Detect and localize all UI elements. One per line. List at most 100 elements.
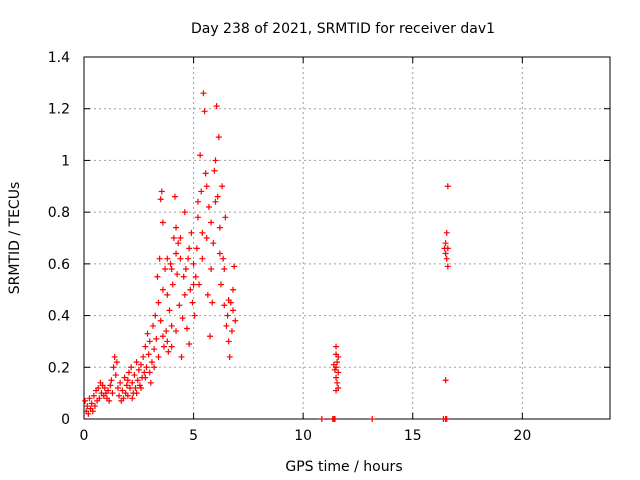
data-point xyxy=(203,183,210,190)
data-point xyxy=(142,374,149,381)
x-tick-label: 0 xyxy=(80,428,89,444)
data-point xyxy=(133,390,140,397)
data-point xyxy=(85,410,92,417)
data-point xyxy=(330,361,337,368)
data-point xyxy=(215,134,222,141)
data-point xyxy=(199,255,206,262)
y-tick-label: 1 xyxy=(61,153,70,169)
data-point xyxy=(184,325,191,332)
plot-frame xyxy=(83,56,611,420)
data-point xyxy=(157,196,164,203)
data-point xyxy=(151,364,158,371)
data-point xyxy=(208,266,215,273)
data-point xyxy=(176,302,183,309)
data-point xyxy=(89,408,96,415)
data-point xyxy=(216,250,223,257)
data-point xyxy=(212,198,219,205)
data-point xyxy=(222,214,229,221)
data-point xyxy=(159,286,166,293)
data-point xyxy=(152,312,159,319)
data-point xyxy=(203,235,210,241)
data-point xyxy=(443,416,450,422)
data-point xyxy=(162,266,169,273)
data-point xyxy=(131,372,138,379)
data-point xyxy=(168,343,175,350)
data-point xyxy=(190,260,197,267)
data-point xyxy=(194,214,201,221)
data-point xyxy=(173,224,180,231)
y-axis-label: SRMTID / TECUs xyxy=(7,182,23,295)
data-point xyxy=(200,90,207,97)
data-point xyxy=(198,188,205,195)
data-point xyxy=(228,328,235,335)
data-point xyxy=(167,260,174,267)
data-point xyxy=(182,266,189,273)
data-point xyxy=(318,416,325,422)
data-point xyxy=(214,193,221,200)
data-point xyxy=(127,384,134,391)
data-point xyxy=(202,170,209,177)
data-point xyxy=(168,322,175,329)
chart-title: Day 238 of 2021, SRMTID for receiver dav… xyxy=(191,21,495,37)
data-point xyxy=(148,359,155,366)
data-point xyxy=(168,266,175,273)
data-point xyxy=(169,281,176,288)
data-point xyxy=(230,307,237,314)
data-point xyxy=(116,392,123,399)
data-point xyxy=(164,338,171,345)
data-point xyxy=(156,255,163,262)
data-point xyxy=(177,255,184,262)
data-point xyxy=(124,377,131,384)
data-point xyxy=(216,224,223,231)
data-point xyxy=(105,387,112,394)
data-point xyxy=(220,255,227,262)
data-point xyxy=(335,369,342,376)
data-point xyxy=(86,395,93,402)
data-point xyxy=(444,263,451,270)
data-point xyxy=(181,209,188,216)
data-point xyxy=(443,229,450,236)
data-point xyxy=(441,245,448,252)
data-point xyxy=(225,338,232,345)
data-point xyxy=(334,359,341,366)
data-point xyxy=(335,384,342,391)
data-point xyxy=(444,183,451,190)
data-point xyxy=(158,188,165,195)
data-point xyxy=(197,152,204,159)
y-tick-label: 0.8 xyxy=(48,205,70,221)
data-point xyxy=(330,416,337,422)
data-point xyxy=(189,299,196,306)
data-point xyxy=(119,387,126,394)
data-point xyxy=(442,240,449,247)
data-point xyxy=(333,374,340,381)
data-point xyxy=(134,377,141,384)
data-point xyxy=(133,359,140,366)
data-point xyxy=(154,273,161,280)
data-point xyxy=(223,322,230,329)
data-point xyxy=(231,263,238,270)
data-point xyxy=(442,250,449,257)
data-point xyxy=(335,353,342,360)
data-point xyxy=(141,369,148,376)
data-point xyxy=(188,229,195,236)
data-points xyxy=(82,90,451,422)
data-point xyxy=(140,353,147,360)
data-point xyxy=(113,359,120,366)
data-point xyxy=(173,250,180,257)
data-point xyxy=(207,333,214,340)
x-tick-label: 10 xyxy=(294,428,312,444)
data-point xyxy=(221,266,228,273)
data-point xyxy=(190,281,197,288)
data-point xyxy=(82,397,89,404)
data-point xyxy=(199,229,206,236)
data-point xyxy=(142,343,149,350)
x-tick-label: 20 xyxy=(513,428,531,444)
data-point xyxy=(225,297,232,304)
data-point xyxy=(129,395,136,402)
data-point xyxy=(219,183,226,190)
data-point xyxy=(165,348,172,355)
data-point xyxy=(210,240,217,247)
data-point xyxy=(155,299,162,306)
